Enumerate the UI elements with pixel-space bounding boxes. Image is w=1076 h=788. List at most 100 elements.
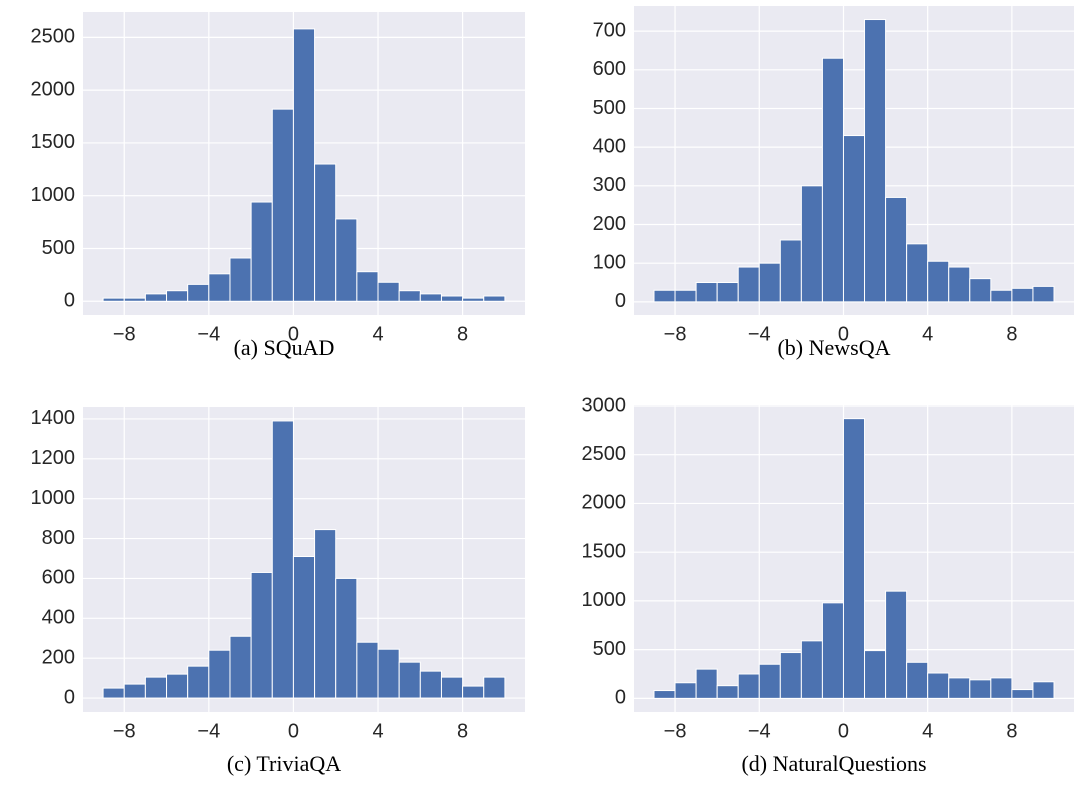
bar	[695, 668, 718, 699]
bar	[864, 650, 887, 699]
x-tick-label: −4	[197, 720, 220, 742]
bar	[250, 201, 273, 302]
x-tick-label: 8	[1006, 720, 1017, 742]
bar	[653, 289, 676, 303]
y-tick-label: 1000	[31, 184, 76, 206]
y-tick-label: 1000	[31, 487, 76, 509]
bar	[990, 289, 1013, 303]
bar	[187, 283, 210, 302]
caption: (c) TriviaQA	[227, 751, 341, 776]
bar	[716, 685, 739, 699]
y-tick-label: 500	[593, 638, 626, 660]
bar	[969, 278, 992, 303]
x-tick-label: −4	[197, 323, 220, 345]
bar	[102, 687, 125, 699]
x-tick-label: −8	[113, 323, 136, 345]
y-tick-label: 0	[615, 687, 626, 709]
bar	[1032, 285, 1055, 303]
x-tick-label: −8	[113, 720, 136, 742]
bar	[948, 266, 971, 303]
x-tick-label: −4	[748, 323, 771, 345]
y-tick-label: 2500	[31, 26, 76, 48]
y-tick-label: 100	[593, 251, 626, 273]
bar	[208, 273, 231, 302]
y-tick-label: 2500	[582, 443, 627, 465]
y-tick-label: 0	[615, 290, 626, 312]
bar	[398, 290, 421, 302]
bar	[419, 670, 442, 699]
x-tick-label: 4	[922, 720, 933, 742]
bar	[716, 282, 739, 303]
y-tick-label: 0	[64, 686, 75, 708]
bar	[1011, 287, 1034, 303]
x-tick-label: 8	[1006, 323, 1017, 345]
bar	[335, 218, 358, 302]
bar	[166, 290, 189, 302]
x-tick-label: −8	[664, 720, 687, 742]
x-tick-label: 0	[838, 323, 849, 345]
y-tick-label: 200	[42, 646, 75, 668]
y-tick-label: 500	[593, 97, 626, 119]
bar	[779, 652, 802, 699]
caption: (b) NewsQA	[777, 335, 890, 360]
bar	[800, 185, 823, 303]
bar	[821, 602, 844, 699]
bar	[398, 661, 421, 699]
bar	[674, 289, 697, 303]
bar	[314, 529, 337, 699]
bar	[377, 281, 400, 302]
x-tick-label: −8	[664, 323, 687, 345]
bar	[483, 676, 506, 699]
bar	[653, 690, 676, 699]
bar	[377, 648, 400, 699]
y-tick-label: 400	[593, 135, 626, 157]
bar	[758, 262, 781, 303]
x-tick-label: 0	[288, 323, 299, 345]
bar	[948, 677, 971, 699]
bar	[166, 673, 189, 699]
bar	[842, 135, 866, 303]
y-tick-label: 300	[593, 174, 626, 196]
bar	[906, 661, 929, 699]
y-tick-label: 400	[42, 607, 75, 629]
y-tick-label: 2000	[31, 78, 76, 100]
bar	[990, 677, 1013, 699]
bar	[906, 243, 929, 303]
x-tick-label: 8	[457, 720, 468, 742]
bar	[440, 295, 464, 302]
bar	[462, 685, 485, 699]
x-tick-label: −4	[748, 720, 771, 742]
x-tick-label: 0	[838, 720, 849, 742]
bar	[144, 293, 168, 302]
x-tick-label: 0	[288, 720, 299, 742]
bar	[123, 297, 146, 302]
bar	[356, 641, 379, 699]
bar	[335, 577, 358, 699]
bar	[356, 271, 379, 302]
bar	[969, 679, 992, 699]
bar	[737, 673, 760, 699]
bar	[292, 556, 316, 699]
y-tick-label: 3000	[582, 394, 627, 416]
y-tick-label: 0	[64, 290, 75, 312]
bar	[250, 571, 273, 699]
bar	[462, 297, 485, 302]
bar	[123, 683, 146, 699]
bar	[483, 295, 506, 302]
bar	[1032, 681, 1055, 699]
bar	[187, 665, 210, 699]
bar	[821, 57, 844, 303]
bar	[779, 239, 802, 303]
bar	[864, 19, 887, 303]
y-tick-label: 200	[593, 213, 626, 235]
bar	[737, 266, 760, 303]
bar	[842, 418, 866, 699]
bar	[271, 420, 294, 699]
bar	[229, 257, 252, 302]
y-tick-label: 2000	[582, 492, 627, 514]
bar	[758, 663, 781, 699]
y-tick-label: 600	[42, 567, 75, 589]
bar	[314, 163, 337, 302]
